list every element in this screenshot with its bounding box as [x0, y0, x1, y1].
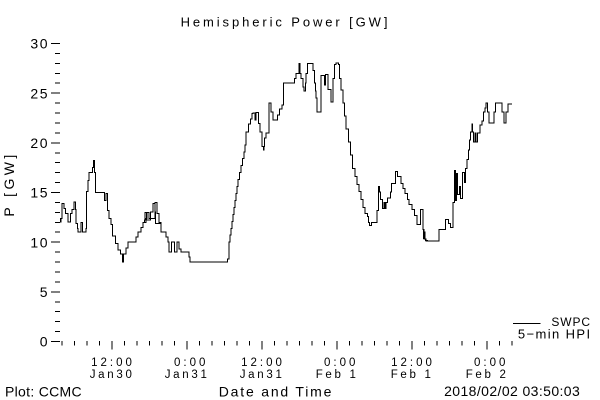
svg-text:10: 10 — [30, 234, 49, 250]
svg-text:Plot: CCMC: Plot: CCMC — [5, 384, 82, 400]
svg-text:Jan31: Jan31 — [165, 369, 210, 381]
svg-text:SWPC: SWPC — [551, 315, 591, 329]
svg-text:12:00: 12:00 — [241, 357, 285, 369]
svg-text:Feb 2: Feb 2 — [466, 369, 509, 381]
svg-text:0: 0 — [40, 334, 49, 350]
svg-text:Hemispheric Power [GW]: Hemispheric Power [GW] — [181, 15, 391, 30]
svg-text:0:00: 0:00 — [324, 357, 358, 369]
svg-text:12:00: 12:00 — [391, 357, 435, 369]
svg-text:25: 25 — [30, 85, 49, 101]
svg-text:2018/02/02 03:50:03: 2018/02/02 03:50:03 — [444, 383, 580, 399]
svg-text:Jan31: Jan31 — [240, 369, 285, 381]
svg-text:0:00: 0:00 — [474, 357, 508, 369]
svg-text:30: 30 — [30, 36, 49, 52]
svg-text:Date and Time: Date and Time — [219, 383, 333, 399]
svg-text:Feb 1: Feb 1 — [391, 369, 434, 381]
svg-text:Jan30: Jan30 — [90, 369, 135, 381]
svg-text:5−min HPI: 5−min HPI — [518, 327, 592, 342]
svg-text:15: 15 — [30, 185, 49, 201]
svg-text:12:00: 12:00 — [91, 357, 135, 369]
svg-text:5: 5 — [40, 284, 49, 300]
svg-text:0:00: 0:00 — [174, 357, 208, 369]
svg-text:Feb 1: Feb 1 — [316, 369, 359, 381]
svg-text:P [GW]: P [GW] — [1, 151, 17, 216]
svg-text:20: 20 — [30, 135, 49, 151]
